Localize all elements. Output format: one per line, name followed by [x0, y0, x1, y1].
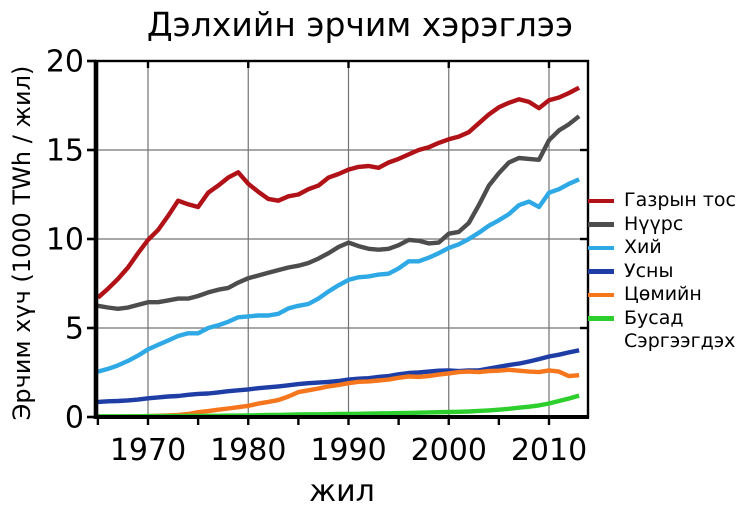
legend-item-gas: Хий: [588, 236, 738, 260]
y-tick-label: 20: [46, 45, 84, 80]
series-lines: [96, 85, 581, 419]
x-axis-title: жил: [309, 474, 375, 509]
legend-item-oil: Газрын тос: [588, 189, 738, 213]
x-tick-label: 1990: [310, 433, 386, 468]
legend-swatch-gas: [588, 245, 614, 250]
legend-swatch-coal: [588, 222, 614, 227]
legend-swatch-renewables: [588, 316, 614, 321]
y-tick-label: 5: [65, 312, 84, 347]
legend-item-coal: Нүүрс: [588, 213, 738, 237]
legend-label-renewables: Бусад Сэргээгдэх: [624, 306, 736, 353]
series-line-coal: [97, 114, 581, 311]
series-line-hydro: [97, 348, 580, 405]
x-tick-label: 2010: [511, 433, 587, 468]
legend-item-renewables: Бусад Сэргээгдэх: [588, 307, 738, 354]
legend-label-oil: Газрын тос: [624, 189, 736, 211]
y-tick-label: 10: [46, 223, 84, 258]
x-tick-label: 1980: [210, 433, 286, 468]
chart-title: Дэлхийн эрчим хэрэглээ: [146, 5, 574, 44]
legend-swatch-hydro: [588, 269, 614, 274]
grid-lines: [96, 61, 588, 417]
x-tick-label: 2000: [411, 433, 487, 468]
legend-label-nuclear: Цөмийн: [624, 283, 702, 305]
legend: Газрын тос Нүүрс Хий Усны Цөмийн Бусад С…: [588, 189, 738, 354]
legend-label-gas: Хий: [624, 236, 662, 258]
series-line-oil: [96, 85, 581, 300]
y-tick-labels: 0 5 10 15 20: [46, 45, 84, 436]
legend-swatch-oil: [588, 198, 614, 203]
legend-item-nuclear: Цөмийн: [588, 283, 738, 307]
x-tick-label: 1970: [110, 433, 186, 468]
x-tick-labels: 1970 1980 1990 2000 2010: [110, 433, 587, 468]
legend-item-hydro: Усны: [588, 260, 738, 284]
plot-frame: [93, 59, 590, 419]
y-axis-title: Эрчим хүч (1000 TWh / жил): [8, 65, 36, 421]
series-line-gas: [97, 177, 580, 374]
legend-label-hydro: Усны: [624, 259, 674, 282]
y-tick-label: 15: [46, 134, 84, 169]
y-tick-label: 0: [65, 401, 84, 436]
legend-label-coal: Нүүрс: [624, 212, 684, 235]
legend-swatch-nuclear: [588, 292, 614, 297]
